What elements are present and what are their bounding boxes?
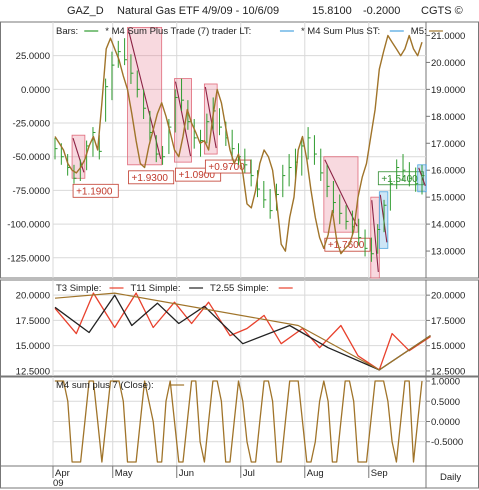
- right-axis-tick-label: 20.0000: [431, 58, 465, 69]
- trade-profit-box: [204, 159, 251, 174]
- trade-trend-line: [324, 159, 358, 227]
- right-axis-tick-label: 20.0000: [431, 291, 465, 302]
- legend-label: T11 Simple:: [131, 283, 181, 294]
- legend-label: T3 Simple:: [56, 283, 101, 294]
- right-axis-tick-label: 16.0000: [431, 166, 465, 177]
- right-axis-tick-label: 19.0000: [431, 85, 465, 96]
- symbol-label: GAZ_D: [67, 5, 104, 17]
- last-price: 15.8100: [312, 5, 352, 17]
- price-change: -0.2000: [363, 5, 400, 17]
- trade-profit-label: +1.9300: [132, 173, 169, 184]
- left-axis-tick-label: -125.0000: [7, 253, 50, 264]
- trend-series-line: [54, 292, 431, 371]
- trade-profit-label: +1.1900: [76, 186, 113, 197]
- trade-trend-line: [128, 30, 162, 159]
- right-axis-tick-label: 18.0000: [431, 112, 465, 123]
- x-axis-year-label: 09: [53, 478, 64, 489]
- left-axis-tick-label: -100.0000: [7, 220, 50, 231]
- left-axis-tick-label: 12.5000: [16, 366, 50, 377]
- right-axis-tick-label: 14.0000: [431, 220, 465, 231]
- right-axis-tick-label: 0.5000: [431, 397, 460, 408]
- trade-profit-box: [72, 183, 119, 198]
- trade-profit-label: +1.0900: [178, 170, 215, 181]
- period-label: Daily: [440, 472, 461, 483]
- left-axis-tick-label: -50.0000: [12, 152, 50, 163]
- m5-line: [54, 34, 423, 255]
- instrument-name: Natural Gas ETF: [117, 5, 200, 17]
- trade-trend-line: [204, 86, 217, 149]
- x-axis-month-label: Aug: [307, 468, 324, 479]
- right-axis-tick-label: 17.0000: [431, 139, 465, 150]
- right-axis-tick-label: 21.0000: [431, 31, 465, 42]
- trade-profit-box: [377, 171, 424, 186]
- left-axis-tick-label: 17.5000: [16, 316, 50, 327]
- panel-frame: [52, 21, 427, 279]
- right-axis-tick-label: -0.5000: [431, 437, 463, 448]
- chart-header: GAZ_D Natural Gas ETF 4/9/09 - 10/6/09 1…: [67, 5, 463, 17]
- trend-panel: 20.0000 17.5000 15.0000 12.5000 20.0000 17.50…: [0, 279, 479, 377]
- x-axis-frame: [0, 465, 479, 489]
- trend-series-line: [54, 294, 431, 371]
- left-axis-tick-label: 0.0000: [21, 85, 50, 96]
- oscillator-panel: 1.0000 0.5000 0.0000 -0.5000 M4 sum plus 7 (…: [0, 376, 479, 467]
- legend-label: M4 sum plus 7 (Close):: [56, 380, 154, 391]
- left-axis-tick-label: -75.0000: [12, 186, 50, 197]
- x-axis-month-label: Sep: [371, 468, 388, 479]
- x-axis: Apr May Jun Jul Aug Sep 09 Daily: [0, 465, 479, 489]
- right-axis-tick-label: 15.0000: [431, 341, 465, 352]
- legend-label: Bars:: [56, 26, 78, 37]
- legend-label: T2.55 Simple:: [210, 283, 269, 294]
- trade-profit-box: [128, 170, 175, 185]
- right-axis-tick-label: 1.0000: [431, 377, 460, 388]
- legend-label: * M4 Sum Plus Trade (7) trader LT:: [105, 26, 251, 37]
- left-axis-tick-label: -25.0000: [12, 119, 50, 130]
- trade-profit-label: +0.9700: [208, 162, 245, 173]
- price-panel: 25.0000 0.0000 -25.0000 -50.0000 -75.0000 -10…: [0, 21, 479, 279]
- right-axis-tick-label: 17.5000: [431, 316, 465, 327]
- right-axis-tick-label: 12.5000: [431, 366, 465, 377]
- right-axis-tick-label: 15.0000: [431, 193, 465, 204]
- legend-label: * M4 Sum Plus ST:: [301, 26, 380, 37]
- x-axis-month-label: Jul: [243, 468, 255, 479]
- left-axis-tick-label: 20.0000: [16, 291, 50, 302]
- trade-profit-label: +1.7600: [328, 240, 365, 251]
- source-label: CGTS ©: [421, 5, 463, 17]
- trade-profit-label: +1.5400: [381, 174, 418, 185]
- trend-series-line: [54, 292, 431, 371]
- x-axis-month-label: Apr: [55, 468, 70, 479]
- date-range: 4/9/09 - 10/6/09: [202, 5, 279, 17]
- panel-frame: [52, 279, 427, 377]
- right-axis-tick-label: 13.0000: [431, 247, 465, 258]
- oscillator-line: [55, 380, 423, 463]
- left-axis-tick-label: 25.0000: [16, 51, 50, 62]
- trade-trend-line: [174, 81, 192, 157]
- trade-trend-line: [371, 200, 379, 273]
- x-axis-month-label: Jun: [179, 468, 194, 479]
- legend-label: M5:: [411, 26, 427, 37]
- left-axis-tick-label: 15.0000: [16, 341, 50, 352]
- trade-trend-line: [72, 138, 85, 173]
- x-axis-month-label: May: [115, 468, 133, 479]
- right-axis-tick-label: 0.0000: [431, 417, 460, 428]
